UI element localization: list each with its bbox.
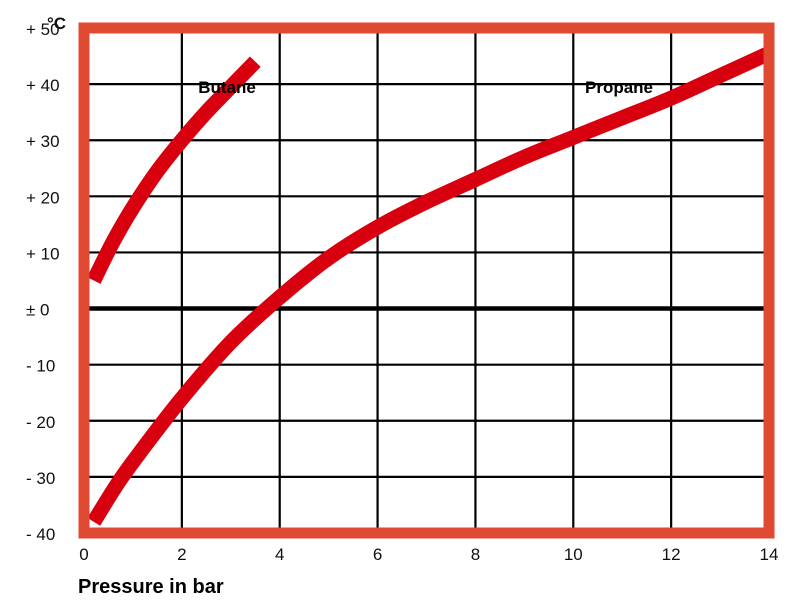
series-labels: Butane Propane	[198, 78, 653, 97]
y-tick-labels: + 50 + 40 + 30 + 20 + 10 ± 0 - 10 - 20 - 30 - 40	[26, 20, 60, 544]
x-tick-label: 4	[275, 545, 284, 564]
y-tick-label: - 30	[26, 469, 55, 488]
plot-frame-border	[78, 22, 775, 539]
x-tick-label: 2	[177, 545, 186, 564]
butane-series-label: Butane	[198, 78, 256, 97]
x-tick-label: 14	[760, 545, 779, 564]
x-tick-label: 0	[79, 545, 88, 564]
propane-curve	[87, 46, 773, 526]
y-tick-label: ± 0	[26, 301, 50, 320]
x-tick-label: 12	[662, 545, 681, 564]
curves	[87, 46, 773, 526]
y-tick-label: + 40	[26, 76, 60, 95]
x-tick-label: 6	[373, 545, 382, 564]
y-tick-label: - 20	[26, 413, 55, 432]
y-tick-label: - 40	[26, 525, 55, 544]
x-axis-title: Pressure in bar	[78, 576, 224, 598]
propane-series-label: Propane	[585, 78, 653, 97]
x-tick-label: 10	[564, 545, 583, 564]
butane-curve	[87, 56, 261, 284]
x-tick-label: 8	[471, 545, 480, 564]
y-tick-label: - 10	[26, 357, 55, 376]
y-tick-label: + 20	[26, 188, 60, 207]
y-tick-label: + 10	[26, 244, 60, 263]
y-tick-label: + 30	[26, 132, 60, 151]
y-tick-label: + 50	[26, 20, 60, 39]
grid-lines	[84, 26, 769, 533]
x-tick-labels: 0 2 4 6 8 10 12 14	[79, 545, 778, 564]
chart-frame	[78, 22, 775, 539]
y-axis-unit-label: °C	[47, 14, 66, 33]
